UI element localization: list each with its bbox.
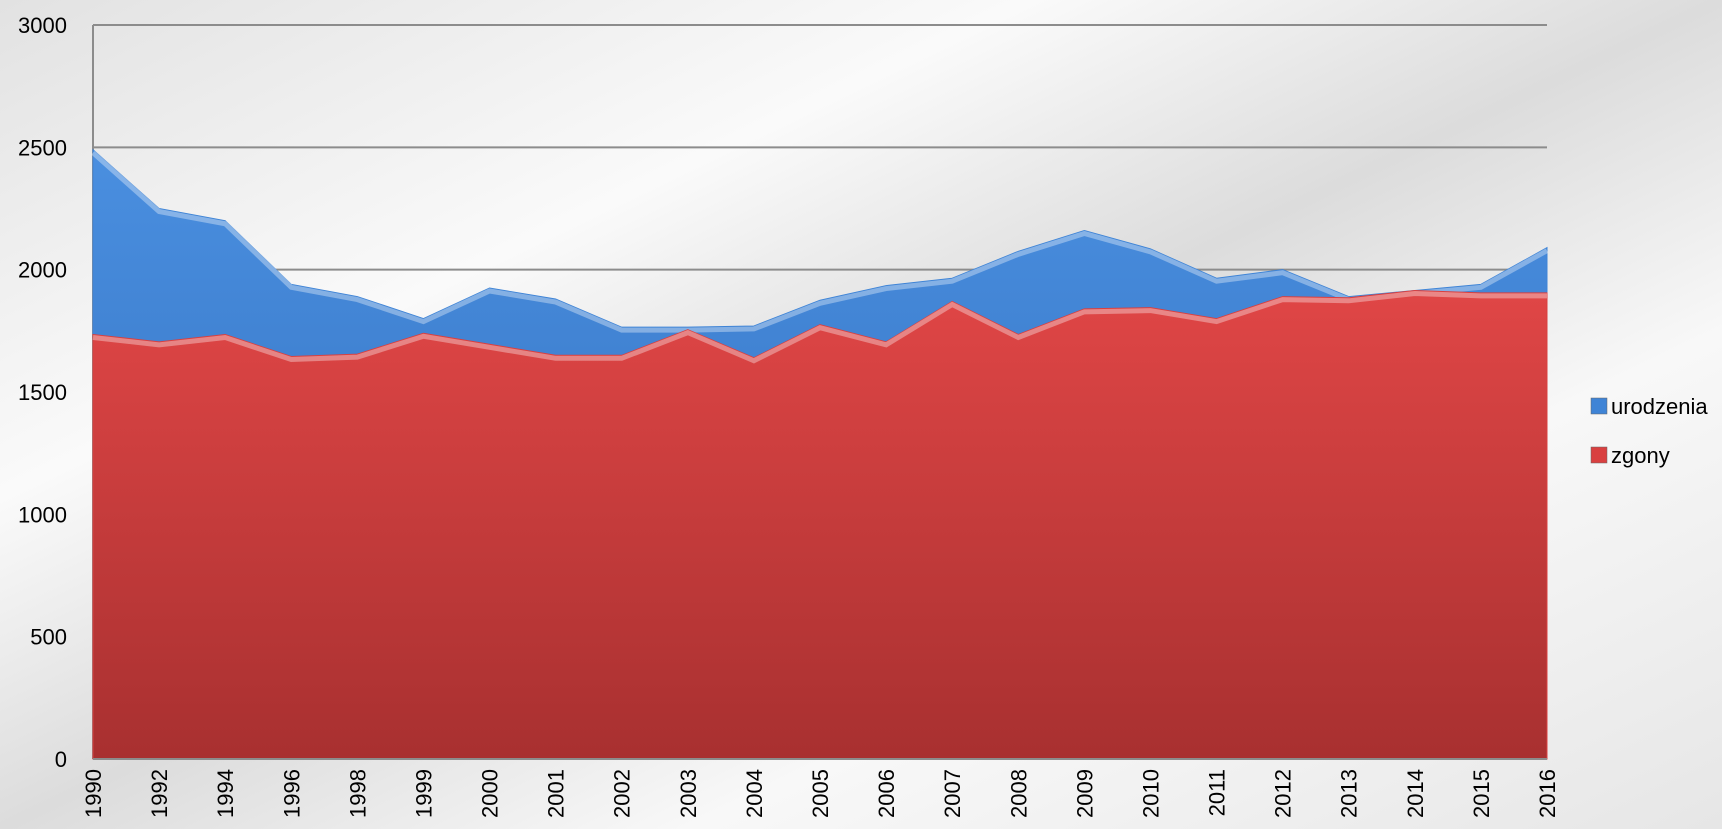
x-tick-label: 1992 bbox=[147, 769, 172, 818]
x-tick-label: 2006 bbox=[874, 769, 899, 818]
y-tick-label: 3000 bbox=[18, 13, 67, 38]
area-edge bbox=[91, 150, 1549, 333]
x-tick-label: 2012 bbox=[1271, 769, 1296, 818]
x-tick-label: 2005 bbox=[808, 769, 833, 818]
x-tick-label: 1999 bbox=[411, 769, 436, 818]
x-tick-label: 1990 bbox=[81, 769, 106, 818]
x-tick-label: 2013 bbox=[1337, 769, 1362, 818]
legend-label: zgony bbox=[1611, 443, 1670, 468]
y-tick-label: 2000 bbox=[18, 258, 67, 283]
x-tick-label: 1994 bbox=[213, 769, 238, 818]
x-tick-label: 2007 bbox=[940, 769, 965, 818]
area bbox=[92, 289, 1548, 760]
x-tick-label: 2014 bbox=[1403, 769, 1428, 818]
x-tick-label: 2001 bbox=[544, 769, 569, 818]
y-tick-label: 2500 bbox=[18, 135, 67, 160]
x-tick-label: 2002 bbox=[610, 769, 635, 818]
x-tick-label: 2000 bbox=[478, 769, 503, 818]
x-tick-label: 1996 bbox=[279, 769, 304, 818]
area-edge bbox=[92, 290, 1547, 364]
x-tick-label: 2009 bbox=[1072, 769, 1097, 818]
x-tick-label: 1998 bbox=[345, 769, 370, 818]
legend-swatch bbox=[1590, 446, 1608, 464]
x-tick-label: 2004 bbox=[742, 769, 767, 818]
x-tick-label: 2015 bbox=[1469, 769, 1494, 818]
y-tick-label: 0 bbox=[55, 747, 67, 772]
x-tick-label: 2011 bbox=[1205, 769, 1230, 816]
x-tick-label: 2016 bbox=[1535, 769, 1560, 818]
x-tick-label: 2008 bbox=[1006, 769, 1031, 818]
y-tick-label: 1500 bbox=[18, 380, 67, 405]
y-tick-label: 500 bbox=[30, 625, 67, 650]
x-tick-label: 2003 bbox=[676, 769, 701, 818]
legend-label: urodzenia bbox=[1611, 394, 1708, 419]
x-tick-label: 2010 bbox=[1138, 769, 1163, 818]
legend-swatch bbox=[1590, 397, 1608, 415]
y-tick-label: 1000 bbox=[18, 502, 67, 527]
